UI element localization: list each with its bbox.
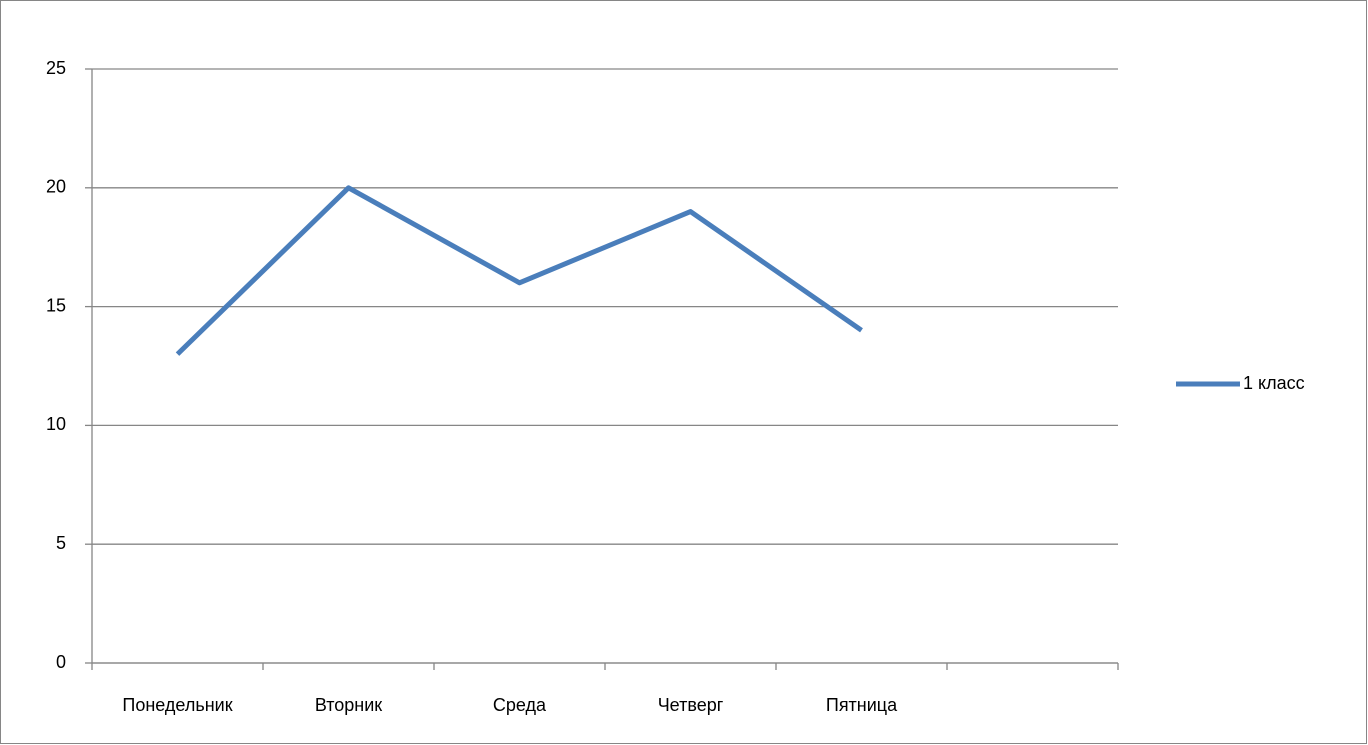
x-tick-label: Среда — [493, 695, 547, 715]
y-tick-label: 0 — [56, 652, 66, 672]
series-line — [175, 185, 863, 356]
y-tick-label: 20 — [46, 177, 66, 197]
y-tick-label: 25 — [46, 58, 66, 78]
legend-label: 1 класс — [1243, 373, 1305, 393]
y-tick-label: 10 — [46, 414, 66, 434]
x-tick-label: Вторник — [315, 695, 382, 715]
x-tick-label: Четверг — [658, 695, 724, 715]
y-tick-label: 15 — [46, 295, 66, 315]
y-tick-label: 5 — [56, 533, 66, 553]
x-tick-label: Пятница — [826, 695, 898, 715]
x-tick-label: Понедельник — [122, 695, 232, 715]
